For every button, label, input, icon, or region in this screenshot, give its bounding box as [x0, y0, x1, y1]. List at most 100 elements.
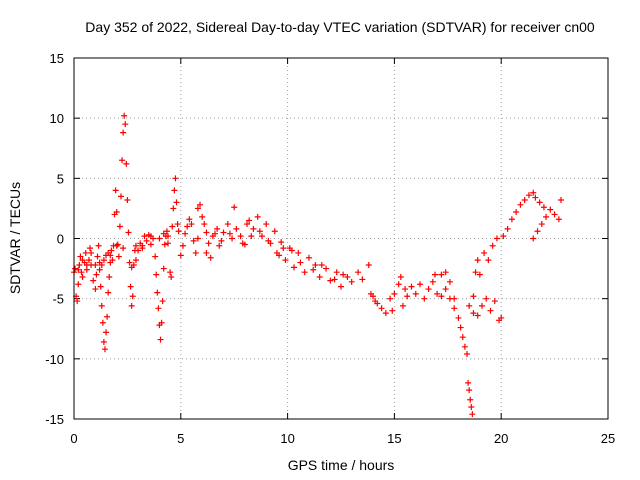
data-point	[455, 314, 462, 321]
data-point	[113, 242, 120, 249]
data-point	[158, 319, 165, 326]
data-point	[474, 257, 481, 264]
data-point	[113, 209, 120, 216]
data-point	[491, 298, 498, 305]
data-point	[555, 216, 562, 223]
data-point	[295, 249, 302, 256]
data-point	[184, 223, 191, 230]
data-point	[365, 261, 372, 268]
axis-ticks: 0 5 10 15 20 25 -15 -10 -5 0 5 10 15	[45, 51, 615, 446]
data-point	[169, 223, 176, 230]
data-point	[211, 230, 218, 237]
x-tick-label: 20	[494, 431, 508, 446]
chart-title: Day 352 of 2022, Sidereal Day-to-day VTE…	[85, 19, 595, 35]
data-point	[93, 271, 100, 278]
data-point	[258, 233, 265, 240]
data-point	[120, 245, 127, 252]
data-point	[280, 245, 287, 252]
data-point	[98, 302, 105, 309]
data-point	[72, 265, 79, 272]
data-point	[451, 305, 458, 312]
data-point	[97, 283, 104, 290]
data-point	[417, 281, 424, 288]
data-point	[474, 312, 481, 319]
data-point	[254, 213, 261, 220]
plot-frame	[73, 57, 609, 420]
data-point	[438, 271, 445, 278]
data-point	[469, 411, 476, 418]
data-point	[263, 221, 270, 228]
data-point	[177, 252, 184, 259]
data-point	[493, 235, 500, 242]
data-point	[425, 286, 432, 293]
data-point	[190, 237, 197, 244]
data-point	[92, 261, 99, 268]
data-point	[459, 334, 466, 341]
data-point	[157, 336, 164, 343]
data-point	[558, 196, 565, 203]
data-point	[498, 314, 505, 321]
data-point	[107, 252, 114, 259]
data-point	[525, 192, 532, 199]
data-point	[172, 175, 179, 182]
data-point	[139, 242, 146, 249]
data-point	[201, 221, 208, 228]
data-point	[101, 346, 108, 353]
data-point	[105, 289, 112, 296]
data-point	[78, 269, 85, 276]
data-point	[301, 269, 308, 276]
data-point	[256, 228, 263, 235]
x-tick-label: 25	[601, 431, 615, 446]
data-point	[120, 129, 127, 136]
data-point	[128, 302, 135, 309]
data-point	[367, 290, 374, 297]
data-point	[207, 254, 214, 261]
data-point	[513, 209, 520, 216]
data-point	[543, 213, 550, 220]
y-tick-label: 0	[57, 232, 64, 247]
data-point	[154, 289, 161, 296]
data-point	[103, 329, 110, 336]
data-point	[117, 193, 124, 200]
data-point	[338, 283, 344, 290]
data-points	[71, 112, 565, 418]
data-point	[532, 194, 539, 201]
data-point	[173, 199, 180, 206]
data-point	[250, 225, 257, 232]
data-point	[85, 257, 92, 264]
data-point	[344, 274, 351, 281]
data-point	[466, 302, 473, 309]
data-point	[109, 257, 116, 264]
data-point	[389, 307, 396, 314]
data-point	[478, 302, 485, 309]
data-point	[237, 233, 244, 240]
data-point	[276, 252, 283, 259]
data-point	[468, 403, 475, 410]
data-point	[233, 225, 240, 232]
data-point	[399, 302, 406, 309]
data-point	[466, 387, 473, 394]
data-point	[402, 286, 409, 293]
data-point	[79, 257, 86, 264]
data-point	[197, 201, 204, 208]
data-point	[431, 271, 438, 278]
data-point	[470, 310, 477, 317]
data-point	[152, 253, 159, 260]
data-point	[135, 247, 142, 254]
data-point	[500, 233, 507, 240]
data-point	[194, 235, 201, 242]
data-point	[203, 249, 210, 256]
data-point	[508, 216, 515, 223]
data-point	[220, 229, 227, 236]
data-point	[404, 293, 411, 300]
data-point	[79, 274, 86, 281]
data-point	[104, 313, 111, 320]
data-point	[348, 278, 355, 285]
data-point	[132, 257, 139, 264]
data-point	[476, 271, 483, 278]
data-point	[318, 261, 325, 268]
data-point	[126, 259, 133, 266]
x-tick-label: 10	[280, 431, 294, 446]
x-tick-label: 0	[70, 431, 77, 446]
